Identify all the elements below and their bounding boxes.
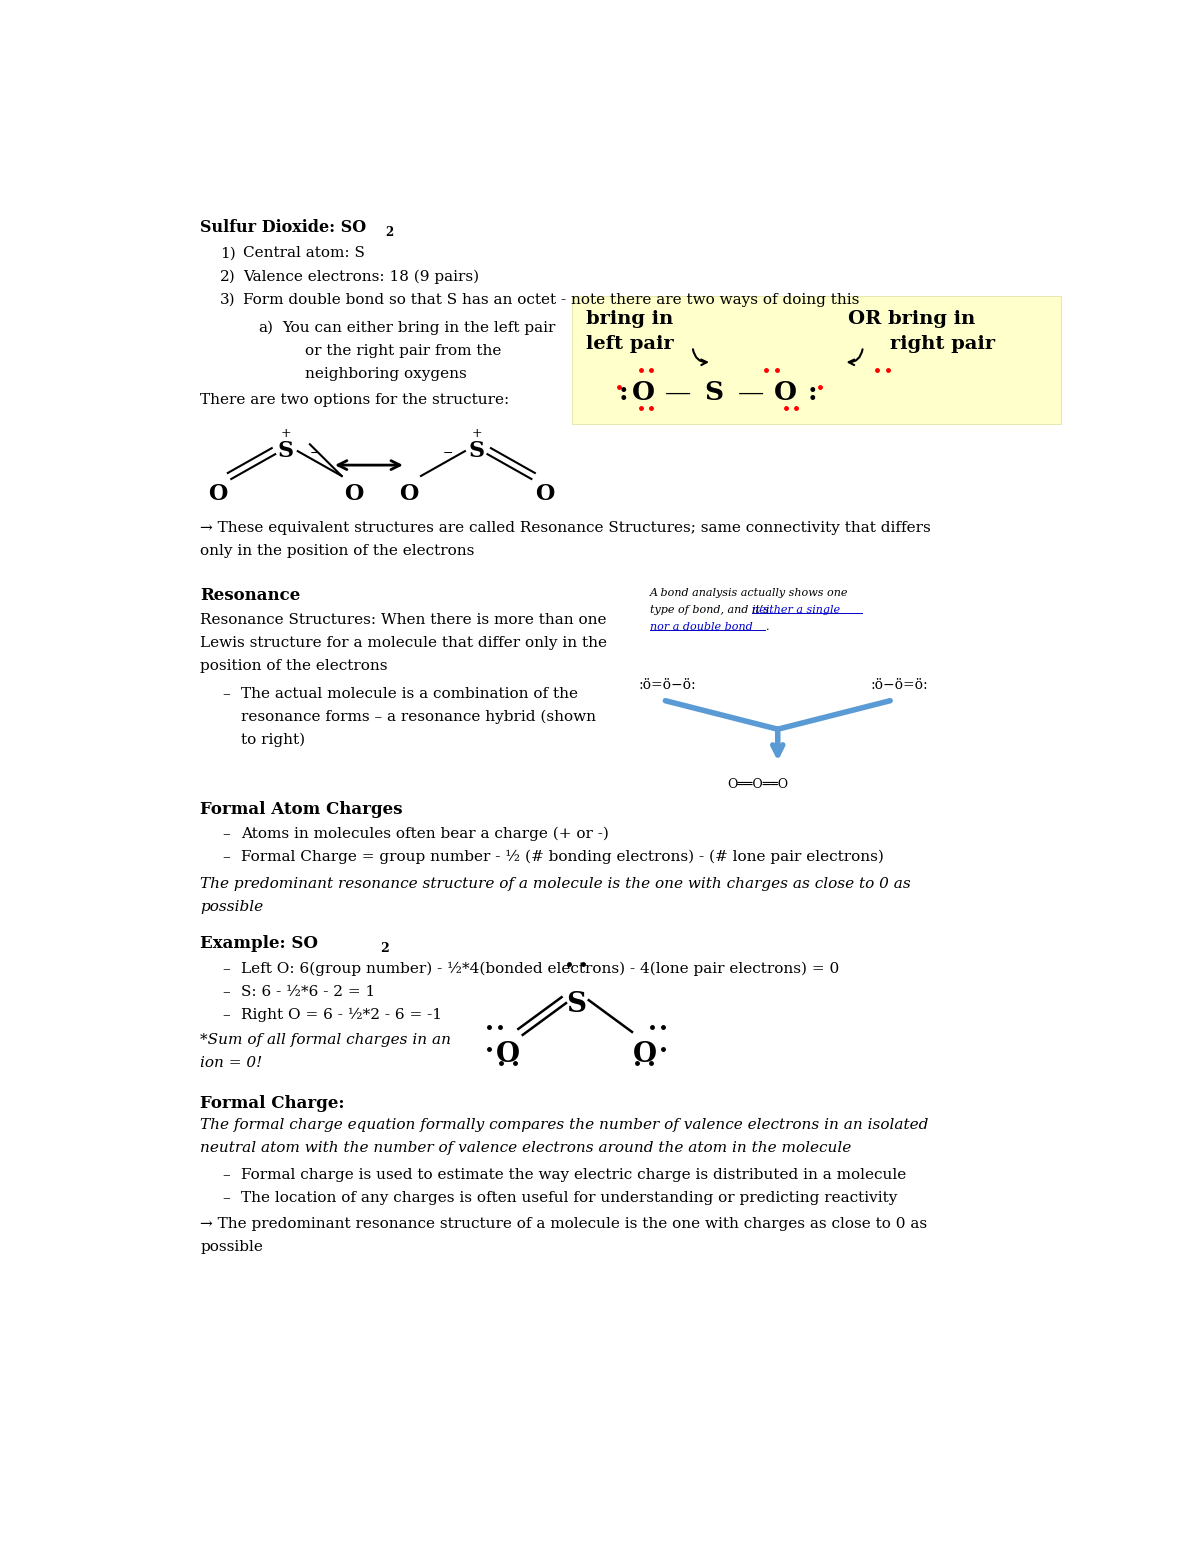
Text: O: O bbox=[632, 380, 655, 405]
Text: Central atom: S: Central atom: S bbox=[242, 247, 365, 261]
Text: The actual molecule is a combination of the: The actual molecule is a combination of … bbox=[241, 686, 577, 700]
Text: +: + bbox=[281, 427, 290, 439]
Text: neither a single: neither a single bbox=[752, 606, 840, 615]
Text: Formal Charge = group number - ½ (# bonding electrons) - (# lone pair electrons): Formal Charge = group number - ½ (# bond… bbox=[241, 849, 883, 865]
Text: Resonance Structures: When there is more than one: Resonance Structures: When there is more… bbox=[200, 613, 607, 627]
Text: :ö=ö−ö:: :ö=ö−ö: bbox=[638, 677, 696, 691]
Text: There are two options for the structure:: There are two options for the structure: bbox=[200, 393, 510, 407]
Text: S: S bbox=[566, 991, 587, 1019]
Text: possible: possible bbox=[200, 901, 264, 915]
Text: S: S bbox=[277, 441, 294, 463]
Text: –: – bbox=[222, 961, 229, 975]
Text: O: O bbox=[344, 483, 364, 505]
Text: S: S bbox=[469, 441, 485, 463]
Text: –: – bbox=[222, 686, 229, 700]
Text: type of bond, and it’s: type of bond, and it’s bbox=[650, 606, 773, 615]
Text: Formal Atom Charges: Formal Atom Charges bbox=[200, 801, 403, 818]
Text: bring in: bring in bbox=[586, 309, 673, 328]
Text: Formal charge is used to estimate the way electric charge is distributed in a mo: Formal charge is used to estimate the wa… bbox=[241, 1168, 906, 1182]
Text: Resonance: Resonance bbox=[200, 587, 301, 604]
Text: OR bring in: OR bring in bbox=[847, 309, 974, 328]
Text: neighboring oxygens: neighboring oxygens bbox=[305, 368, 467, 382]
Text: O: O bbox=[535, 483, 554, 505]
Text: O: O bbox=[400, 483, 419, 505]
Text: The formal charge equation formally compares the number of valence electrons in : The formal charge equation formally comp… bbox=[200, 1118, 929, 1132]
Text: neutral atom with the number of valence electrons around the atom in the molecul: neutral atom with the number of valence … bbox=[200, 1141, 852, 1155]
Text: Valence electrons: 18 (9 pairs): Valence electrons: 18 (9 pairs) bbox=[242, 270, 479, 284]
Text: O: O bbox=[774, 380, 797, 405]
Text: –: – bbox=[222, 1008, 229, 1022]
Text: 3): 3) bbox=[220, 292, 235, 306]
Text: —: — bbox=[665, 380, 691, 405]
Text: –: – bbox=[222, 1168, 229, 1182]
Text: a): a) bbox=[258, 321, 274, 335]
Text: Lewis structure for a molecule that differ only in the: Lewis structure for a molecule that diff… bbox=[200, 637, 607, 651]
Text: A bond analysis actually shows one: A bond analysis actually shows one bbox=[650, 589, 848, 598]
FancyBboxPatch shape bbox=[572, 295, 1061, 424]
Text: ion = 0!: ion = 0! bbox=[200, 1056, 263, 1070]
Text: position of the electrons: position of the electrons bbox=[200, 658, 388, 672]
Text: −: − bbox=[310, 447, 320, 460]
Text: −: − bbox=[443, 447, 452, 460]
Text: S: S bbox=[704, 380, 724, 405]
Text: The location of any charges is often useful for understanding or predicting reac: The location of any charges is often use… bbox=[241, 1191, 898, 1205]
Text: Left O: 6(group number) - ½*4(bonded electrons) - 4(lone pair electrons) = 0: Left O: 6(group number) - ½*4(bonded ele… bbox=[241, 961, 839, 977]
Text: 1): 1) bbox=[220, 247, 235, 261]
Text: left pair: left pair bbox=[586, 335, 673, 353]
Text: O: O bbox=[496, 1041, 520, 1068]
Text: right pair: right pair bbox=[890, 335, 995, 353]
Text: Right O = 6 - ½*2 - 6 = -1: Right O = 6 - ½*2 - 6 = -1 bbox=[241, 1008, 442, 1022]
Text: –: – bbox=[222, 828, 229, 842]
Text: –: – bbox=[222, 849, 229, 863]
Text: :: : bbox=[808, 380, 817, 405]
Text: You can either bring in the left pair: You can either bring in the left pair bbox=[282, 321, 556, 335]
Text: Sulfur Dioxide: SO: Sulfur Dioxide: SO bbox=[200, 219, 367, 236]
Text: O══O══O: O══O══O bbox=[727, 778, 788, 790]
Text: 2: 2 bbox=[385, 225, 394, 239]
Text: 2: 2 bbox=[380, 943, 389, 955]
Text: → The predominant resonance structure of a molecule is the one with charges as c: → The predominant resonance structure of… bbox=[200, 1216, 928, 1230]
Text: Form double bond so that S has an octet - note there are two ways of doing this: Form double bond so that S has an octet … bbox=[242, 292, 859, 306]
Text: O: O bbox=[632, 1041, 656, 1068]
Text: —: — bbox=[738, 380, 763, 405]
Text: Example: SO: Example: SO bbox=[200, 935, 318, 952]
Text: → These equivalent structures are called Resonance Structures; same connectivity: → These equivalent structures are called… bbox=[200, 522, 931, 536]
Text: resonance forms – a resonance hybrid (shown: resonance forms – a resonance hybrid (sh… bbox=[241, 710, 595, 724]
Text: *Sum of all formal charges in an: *Sum of all formal charges in an bbox=[200, 1033, 451, 1047]
Text: :: : bbox=[619, 380, 629, 405]
Text: –: – bbox=[222, 985, 229, 999]
Text: to right): to right) bbox=[241, 733, 305, 747]
Text: S: 6 - ½*6 - 2 = 1: S: 6 - ½*6 - 2 = 1 bbox=[241, 985, 374, 999]
Text: +: + bbox=[472, 427, 482, 439]
Text: The predominant resonance structure of a molecule is the one with charges as clo: The predominant resonance structure of a… bbox=[200, 877, 911, 891]
Text: Atoms in molecules often bear a charge (+ or -): Atoms in molecules often bear a charge (… bbox=[241, 828, 608, 842]
Text: only in the position of the electrons: only in the position of the electrons bbox=[200, 545, 475, 559]
Text: 2): 2) bbox=[220, 270, 235, 284]
Text: .: . bbox=[764, 623, 768, 632]
Text: O: O bbox=[208, 483, 227, 505]
Text: :ö−ö=ö:: :ö−ö=ö: bbox=[871, 677, 929, 691]
Text: –: – bbox=[222, 1191, 229, 1205]
Text: Formal Charge:: Formal Charge: bbox=[200, 1095, 344, 1112]
Text: possible: possible bbox=[200, 1239, 263, 1253]
Text: nor a double bond: nor a double bond bbox=[650, 623, 752, 632]
Text: or the right pair from the: or the right pair from the bbox=[305, 345, 502, 359]
